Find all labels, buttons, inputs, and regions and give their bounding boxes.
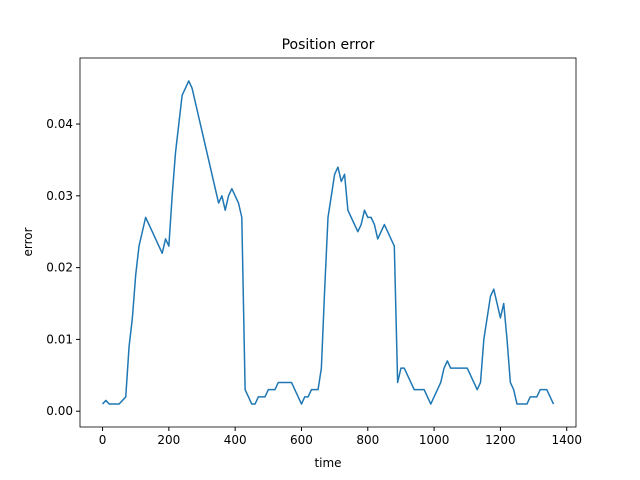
plot-frame xyxy=(79,57,577,428)
x-tick-label: 1000 xyxy=(419,433,450,447)
chart-title: Position error xyxy=(282,37,375,53)
y-tick-label: 0.02 xyxy=(46,261,73,275)
y-axis-label: error xyxy=(21,227,35,256)
y-tick-label: 0.01 xyxy=(46,332,73,346)
y-tick-label: 0.03 xyxy=(46,189,73,203)
y-tick-label: 0.04 xyxy=(46,117,73,131)
y-tick-label: 0.00 xyxy=(46,404,73,418)
x-axis-label: time xyxy=(314,456,341,470)
data-line xyxy=(101,80,555,405)
x-tick-label: 800 xyxy=(356,433,379,447)
x-tick-label: 400 xyxy=(224,433,247,447)
x-tick-label: 0 xyxy=(99,433,107,447)
x-tick-label: 200 xyxy=(157,433,180,447)
x-tick-label: 1200 xyxy=(485,433,516,447)
x-tick-label: 1400 xyxy=(551,433,582,447)
x-tick-label: 600 xyxy=(290,433,313,447)
